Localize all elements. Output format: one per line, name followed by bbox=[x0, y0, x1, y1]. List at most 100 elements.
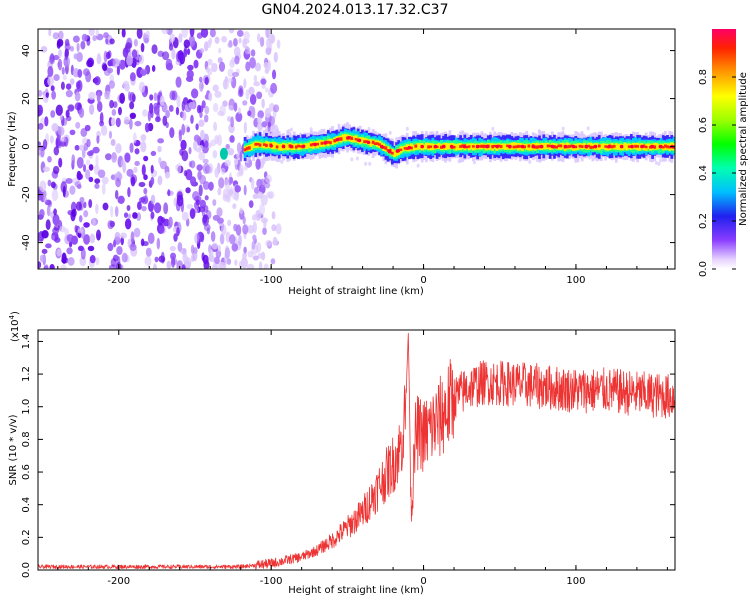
noise-blob bbox=[47, 76, 54, 87]
ridge-cell bbox=[480, 144, 484, 148]
noise-blob bbox=[51, 90, 57, 100]
noise-blob bbox=[218, 47, 222, 54]
ridge-cell bbox=[518, 145, 522, 148]
noise-blob bbox=[225, 143, 230, 150]
noise-blob bbox=[163, 202, 169, 215]
snr-x-axis-label: Height of straight line (km) bbox=[288, 585, 424, 596]
noise-blob bbox=[55, 104, 63, 116]
noise-blob bbox=[273, 51, 278, 63]
noise-blob bbox=[115, 189, 119, 200]
ridge-peak bbox=[475, 144, 480, 149]
ridge-cell bbox=[542, 142, 546, 150]
colorbar-tick-label: 0.0 bbox=[698, 261, 709, 277]
noise-blob bbox=[51, 189, 59, 202]
snr-panel: -200 -100 0 100 0.0 0.2 0.4 0.6 0.8 1.0 1.2 1.4 He… bbox=[8, 311, 676, 596]
ridge-cell bbox=[525, 143, 529, 151]
noise-blob bbox=[256, 91, 263, 100]
noise-blob bbox=[143, 155, 149, 162]
noise-blob bbox=[74, 225, 78, 233]
ridge-cell bbox=[661, 145, 665, 149]
ridge-cell bbox=[546, 144, 550, 148]
snr-multiplier: (x104) bbox=[8, 311, 21, 342]
noise-blob bbox=[228, 29, 235, 34]
snr-x-tick-label: 0 bbox=[420, 576, 426, 587]
noise-blob bbox=[78, 215, 83, 223]
noise-blob bbox=[217, 244, 222, 252]
noise-blob bbox=[210, 231, 216, 242]
snr-y-axis-label: SNR (10 * v/v) bbox=[8, 414, 19, 485]
noise-blob bbox=[82, 68, 90, 77]
noise-blob bbox=[110, 138, 116, 147]
noise-blob bbox=[265, 29, 270, 39]
noise-blob bbox=[71, 208, 77, 218]
ridge-cell bbox=[444, 142, 448, 150]
ridge-cell bbox=[262, 143, 266, 146]
ridge-cell bbox=[454, 144, 458, 151]
noise-blob bbox=[143, 174, 148, 181]
noise-blob bbox=[216, 207, 223, 218]
snr-y-tick-label: 1.2 bbox=[21, 366, 32, 382]
noise-blob bbox=[198, 119, 205, 128]
noise-blob bbox=[233, 46, 241, 57]
noise-blob bbox=[255, 62, 260, 70]
noise-blob bbox=[216, 217, 224, 224]
noise-blob bbox=[157, 138, 165, 144]
spectrogram-y-tick-label: 40 bbox=[21, 44, 32, 57]
ridge-cell bbox=[568, 144, 571, 149]
ridge-cell bbox=[516, 144, 520, 149]
noise-blob bbox=[142, 109, 148, 117]
noise-blob bbox=[38, 144, 42, 156]
noise-blob bbox=[38, 232, 42, 242]
noise-blob bbox=[127, 213, 132, 219]
noise-blob bbox=[227, 219, 232, 227]
snr-y-tick-label: 0.4 bbox=[21, 497, 32, 513]
noise-blob bbox=[110, 258, 117, 267]
ridge-cell bbox=[570, 144, 573, 148]
noise-blob bbox=[134, 120, 142, 127]
noise-blob bbox=[52, 165, 60, 175]
faint-speckle bbox=[654, 160, 658, 165]
noise-blob bbox=[189, 29, 195, 37]
noise-blob bbox=[57, 58, 63, 71]
noise-blob bbox=[202, 163, 210, 175]
noise-blob bbox=[214, 256, 220, 265]
noise-blob bbox=[235, 111, 243, 123]
noise-blob bbox=[153, 92, 158, 102]
ridge-cell bbox=[493, 144, 497, 148]
noise-blob bbox=[108, 130, 113, 139]
noise-blob bbox=[124, 218, 132, 230]
noise-blob bbox=[41, 248, 48, 254]
noise-blob bbox=[212, 199, 217, 206]
ridge-cell bbox=[410, 146, 413, 150]
noise-blob bbox=[239, 150, 243, 162]
ridge-cell bbox=[371, 140, 375, 144]
ridge-cell bbox=[627, 145, 631, 148]
noise-blob bbox=[69, 129, 76, 136]
noise-blob bbox=[75, 201, 82, 211]
faint-speckle bbox=[528, 159, 532, 164]
noise-blob bbox=[199, 80, 204, 92]
noise-blob bbox=[212, 149, 218, 159]
noise-blob bbox=[65, 90, 73, 98]
ridge-cell bbox=[247, 146, 251, 150]
noise-blob bbox=[165, 62, 174, 71]
noise-blob bbox=[45, 92, 49, 98]
ridge-cell bbox=[489, 143, 492, 150]
noise-blob bbox=[218, 261, 227, 269]
ridge-peak bbox=[539, 144, 544, 149]
ridge-cell bbox=[245, 146, 249, 151]
noise-blob bbox=[134, 148, 140, 155]
noise-blob bbox=[79, 144, 85, 151]
ridge-peak bbox=[407, 145, 412, 150]
noise-blob bbox=[234, 158, 239, 166]
ridge-cell bbox=[292, 144, 296, 151]
noise-blob bbox=[107, 242, 114, 252]
noise-blob bbox=[239, 207, 243, 214]
snr-series-line bbox=[38, 332, 675, 570]
noise-blob bbox=[247, 224, 255, 234]
noise-blob bbox=[224, 75, 228, 84]
noise-blob bbox=[80, 40, 86, 50]
noise-blob bbox=[243, 184, 247, 196]
ridge-cell bbox=[422, 144, 426, 150]
